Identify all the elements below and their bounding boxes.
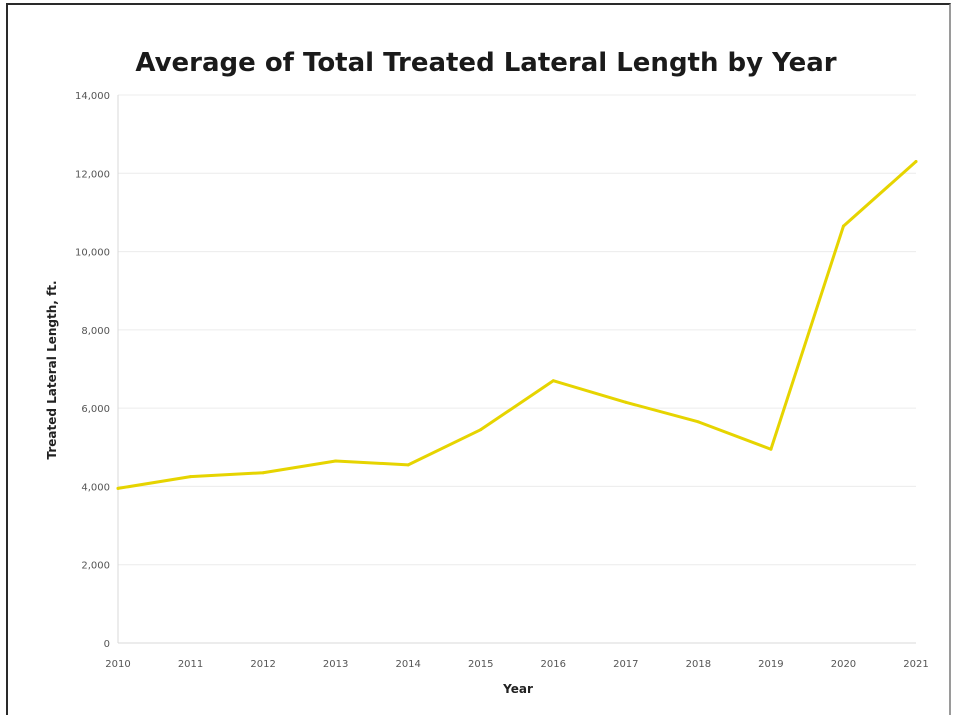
data-point [696,420,700,424]
chart-frame: 0 2,000 4,000 6,000 8,000 10,000 12,000 14,000 2… [6,3,951,715]
x-tick-label: 2013 [323,659,348,670]
x-tick-label: 2015 [468,659,493,670]
x-tick-label: 2016 [541,659,566,670]
axes: 0 2,000 4,000 6,000 8,000 10,000 12,000 14,000 2… [75,91,929,670]
x-axis-title: Year [502,682,533,696]
x-tick-label: 2019 [758,659,783,670]
data-point [189,475,193,479]
y-tick-label: 12,000 [75,169,110,180]
y-tick-label: 0 [104,639,110,650]
x-tick-label: 2010 [105,659,130,670]
y-tick-label: 10,000 [75,248,110,259]
data-point [914,160,918,164]
data-point [551,379,555,383]
data-point [334,459,338,463]
x-tick-label: 2020 [831,659,856,670]
y-tick-label: 14,000 [75,91,110,102]
data-point [116,486,120,490]
data-point [841,224,845,228]
series-layer [116,160,918,490]
y-axis-title: Treated Lateral Length, ft. [45,280,59,459]
x-tick-label: 2011 [178,659,203,670]
x-tick-label: 2017 [613,659,638,670]
data-point [479,428,483,432]
data-point [769,447,773,451]
y-tick-label: 8,000 [81,326,110,337]
x-tick-label: 2018 [686,659,711,670]
gridlines [118,94,916,566]
chart-title: Average of Total Treated Lateral Length … [135,48,836,78]
line-chart: 0 2,000 4,000 6,000 8,000 10,000 12,000 14,000 2… [45,48,929,696]
y-tick-label: 6,000 [81,404,110,415]
data-point [624,400,628,404]
y-tick-label: 4,000 [81,482,110,493]
x-tick-label: 2012 [250,659,275,670]
x-tick-label: 2014 [395,659,420,670]
data-point [406,463,410,467]
series-line [116,160,918,490]
y-tick-label: 2,000 [81,561,110,572]
x-tick-label: 2021 [903,659,928,670]
data-point [261,471,265,475]
